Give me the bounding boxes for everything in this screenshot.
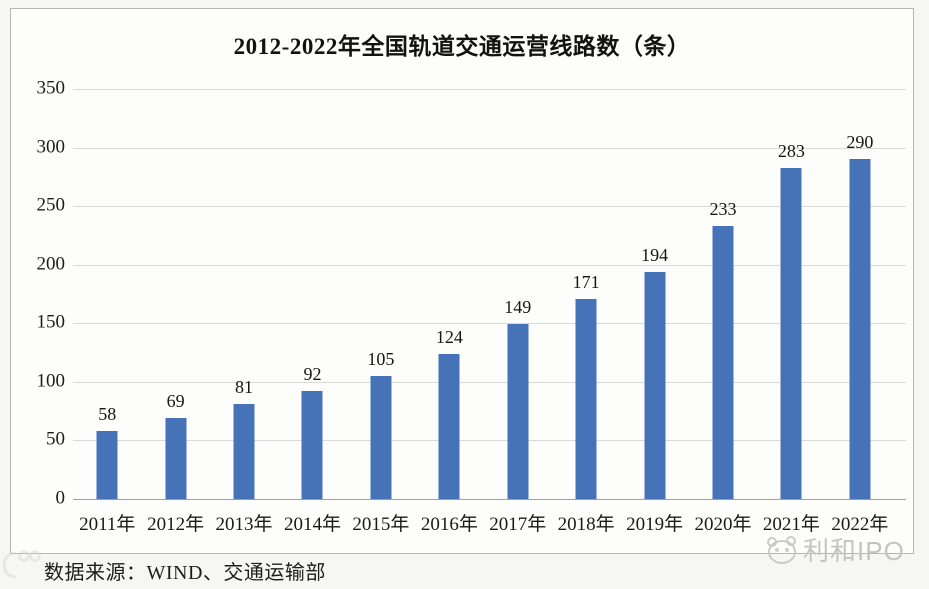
x-tick-label: 2015年 <box>352 514 410 535</box>
gridline <box>73 206 906 208</box>
gridline <box>73 147 906 149</box>
y-tick-label: 350 <box>36 77 66 99</box>
gridline <box>73 440 906 442</box>
y-tick-label: 300 <box>36 136 66 158</box>
bar-slot: 233 <box>689 89 757 499</box>
x-tick-label: 2018年 <box>557 514 615 535</box>
source-note: 数据来源：WIND、交通运输部 <box>44 556 326 585</box>
bar-value-label: 283 <box>777 140 805 161</box>
bar-series: 58 69 81 92 105 124 149 171 194 233 283 290 <box>73 89 894 499</box>
bar-slot: 194 <box>620 89 688 499</box>
y-tick-label: 200 <box>36 253 66 275</box>
x-tick-label: 2014年 <box>283 514 341 535</box>
bar-slot: 149 <box>484 89 552 499</box>
gridline <box>73 381 906 383</box>
bar-value-label: 124 <box>435 326 463 347</box>
bar-slot: 171 <box>552 89 620 499</box>
bar-2014年 <box>301 391 323 499</box>
bar-2019年 <box>644 271 666 499</box>
bar-slot: 290 <box>826 89 894 499</box>
y-axis: 0 50 100 150 200 250 300 350 <box>15 78 66 509</box>
bar-value-label: 105 <box>367 349 395 369</box>
bar-2013年 <box>233 404 255 499</box>
x-tick-label: 2020年 <box>694 514 752 535</box>
y-tick-label: 0 <box>55 487 66 509</box>
bar-value-label: 171 <box>572 271 600 292</box>
y-tick-label: 250 <box>36 194 66 216</box>
bar-slot: 283 <box>757 89 825 499</box>
x-axis: 2011年 2012年 2013年 2014年 2015年 2016年 2017年 2018年… <box>73 509 894 536</box>
bar-2015年 <box>370 376 392 499</box>
source-text: 数据来源：WIND、交通运输部 <box>44 562 326 584</box>
chart-frame: 2012-2022年全国轨道交通运营线路数（条） 58 69 81 92 105 124 1… <box>10 8 914 554</box>
bar-value-label: 92 <box>303 364 322 385</box>
y-tick-label: 100 <box>36 370 66 392</box>
bar-value-label: 81 <box>235 377 254 398</box>
x-tick-label: 2016年 <box>420 514 478 535</box>
bar-2012年 <box>165 418 187 499</box>
x-tick-label: 2011年 <box>79 514 136 535</box>
bar-value-label: 233 <box>709 199 737 220</box>
gridline <box>73 264 906 266</box>
x-tick-label: 2021年 <box>762 514 820 535</box>
bar-slot: 69 <box>141 89 209 499</box>
chart-title: 2012-2022年全国轨道交通运营线路数（条） <box>233 34 691 59</box>
bar-2016年 <box>438 353 460 499</box>
bar-2017年 <box>507 324 529 499</box>
bar-slot: 124 <box>415 89 483 499</box>
bar-slot: 105 <box>347 89 415 499</box>
bar-value-label: 58 <box>98 404 117 425</box>
bar-slot: 58 <box>73 89 141 499</box>
gridline <box>73 499 906 500</box>
bar-2018年 <box>575 298 597 499</box>
x-tick-label: 2013年 <box>215 514 273 535</box>
y-tick-label: 150 <box>36 311 66 333</box>
bar-value-label: 69 <box>166 391 185 412</box>
bar-value-label: 149 <box>504 297 532 318</box>
bar-2022年 <box>849 159 871 499</box>
bar-value-label: 194 <box>641 244 669 265</box>
x-tick-label: 2012年 <box>147 514 205 535</box>
gridline <box>73 323 906 325</box>
plot-area: 58 69 81 92 105 124 149 171 194 233 283 290 <box>73 89 906 500</box>
bar-slot: 81 <box>210 89 278 499</box>
x-tick-label: 2019年 <box>626 514 684 535</box>
bar-2020年 <box>712 226 734 499</box>
x-tick-label: 2017年 <box>489 514 547 535</box>
gridline <box>73 89 906 90</box>
bar-slot: 92 <box>278 89 346 499</box>
bar-2011年 <box>96 431 118 499</box>
bar-value-label: 290 <box>846 132 874 153</box>
y-tick-label: 50 <box>46 428 65 450</box>
x-tick-label: 2022年 <box>831 514 889 535</box>
bar-2021年 <box>780 167 802 499</box>
